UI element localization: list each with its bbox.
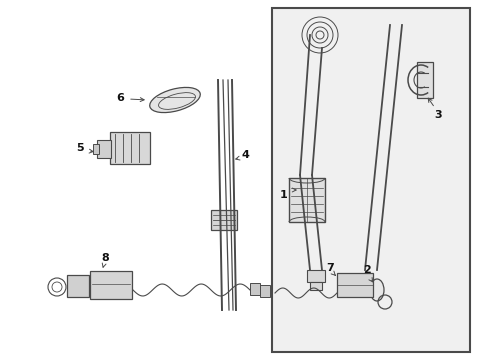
Text: 1: 1 <box>280 190 288 200</box>
Text: 5: 5 <box>76 143 84 153</box>
Bar <box>310 282 322 290</box>
Bar <box>307 270 325 282</box>
Text: 4: 4 <box>241 150 249 160</box>
Text: 6: 6 <box>116 93 124 103</box>
Ellipse shape <box>370 279 384 301</box>
Bar <box>250 283 260 295</box>
Ellipse shape <box>150 87 200 113</box>
Bar <box>97 140 111 158</box>
Text: 2: 2 <box>363 265 371 275</box>
Bar <box>110 132 150 164</box>
Bar <box>272 8 470 352</box>
Bar <box>211 210 237 230</box>
Bar <box>337 273 373 297</box>
Bar <box>93 144 99 154</box>
Bar <box>417 62 433 98</box>
Bar <box>67 275 89 297</box>
Bar <box>289 178 325 222</box>
Bar <box>260 285 270 297</box>
Text: 3: 3 <box>434 110 442 120</box>
Text: 7: 7 <box>326 263 334 273</box>
Bar <box>90 271 132 299</box>
Text: 8: 8 <box>101 253 109 263</box>
